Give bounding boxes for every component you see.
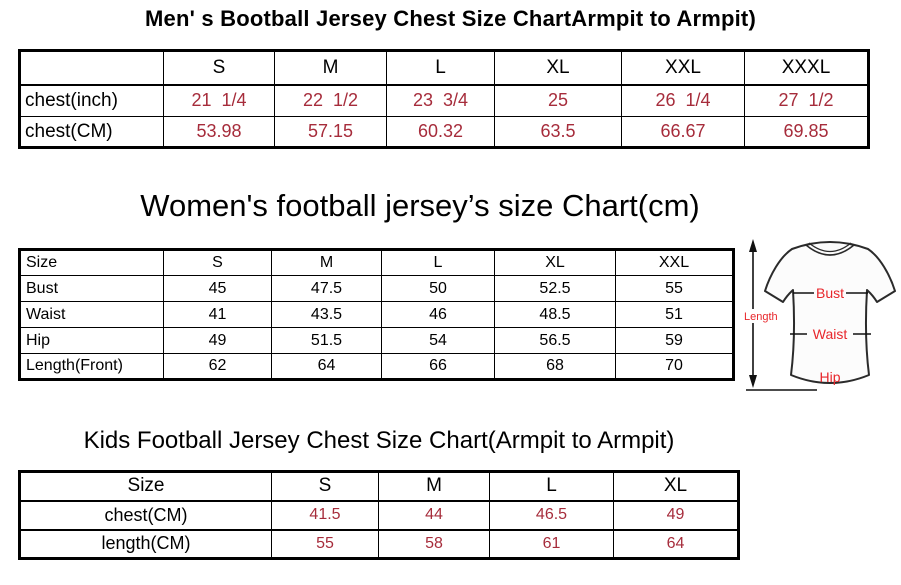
value-cell: 49 — [163, 327, 272, 354]
table-row: Hip 49 51.5 54 56.5 59 — [19, 327, 734, 354]
row-label: Hip — [19, 327, 164, 354]
size-column-header: L — [386, 50, 495, 86]
value-cell: 62 — [163, 353, 272, 380]
size-column-header: M — [271, 249, 382, 276]
value-cell: 54 — [381, 327, 495, 354]
men-chart-title: Men' s Bootball Jersey Chest Size ChartA… — [145, 6, 756, 31]
row-label: chest(CM) — [19, 116, 164, 148]
table-row: chest(inch) 21 1/4 22 1/2 23 3/4 25 26 1/4 27 … — [19, 84, 869, 117]
length-label: Length — [744, 311, 778, 323]
row-label: chest(inch) — [19, 84, 164, 117]
value-cell: 68 — [494, 353, 616, 380]
women-chart-title: Women's football jersey’s size Chart(cm) — [140, 188, 700, 223]
length-label-backplate — [742, 309, 782, 323]
row-label-header — [19, 50, 164, 86]
row-label: length(CM) — [19, 528, 272, 560]
table-row: chest(CM) 53.98 57.15 60.32 63.5 66.67 69.85 — [19, 116, 869, 148]
value-cell: 56.5 — [494, 327, 616, 354]
value-cell: 70 — [615, 353, 734, 380]
size-column-header: XXXL — [744, 50, 869, 86]
size-column-header: L — [489, 470, 614, 502]
value-cell: 64 — [613, 528, 739, 560]
value-cell: 51 — [615, 301, 734, 328]
value-cell: 55 — [271, 528, 379, 560]
size-column-header: M — [274, 50, 387, 86]
row-label-header: Size — [19, 470, 272, 502]
value-cell: 23 3/4 — [386, 84, 495, 117]
value-cell: 61 — [489, 528, 614, 560]
kids-size-table: Size S M L XL chest(CM) 41.5 44 46.5 49 length(CM)… — [18, 470, 740, 560]
size-column-header: S — [271, 470, 379, 502]
row-label-header: Size — [19, 249, 164, 276]
men-size-table: S M L XL XXL XXXL chest(inch) 21 1/4 22 1/2 23 3/… — [18, 49, 870, 149]
table-row: Bust 45 47.5 50 52.5 55 — [19, 275, 734, 302]
tshirt-measurement-diagram: Length Bust Waist Hip — [742, 239, 896, 391]
collar-inner-line — [808, 242, 852, 253]
value-cell: 59 — [615, 327, 734, 354]
row-label: chest(CM) — [19, 499, 272, 531]
size-column-header: S — [163, 249, 272, 276]
length-arrow-head-bottom — [749, 375, 757, 388]
value-cell: 47.5 — [271, 275, 382, 302]
value-cell: 66 — [381, 353, 495, 380]
value-cell: 66.67 — [621, 116, 745, 148]
hip-label: Hip — [819, 369, 840, 385]
table-row: chest(CM) 41.5 44 46.5 49 — [19, 499, 739, 531]
size-column-header: XXL — [615, 249, 734, 276]
value-cell: 63.5 — [494, 116, 622, 148]
value-cell: 69.85 — [744, 116, 869, 148]
value-cell: 43.5 — [271, 301, 382, 328]
value-cell: 51.5 — [271, 327, 382, 354]
value-cell: 50 — [381, 275, 495, 302]
value-cell: 49 — [613, 499, 739, 531]
women-size-table: Size S M L XL XXL Bust 45 47.5 50 52.5 55 Waist 41 43.… — [18, 248, 735, 381]
value-cell: 58 — [378, 528, 490, 560]
header-row: Size S M L XL XXL — [19, 249, 734, 276]
row-label: Bust — [19, 275, 164, 302]
value-cell: 55 — [615, 275, 734, 302]
value-cell: 25 — [494, 84, 622, 117]
value-cell: 26 1/4 — [621, 84, 745, 117]
value-cell: 52.5 — [494, 275, 616, 302]
table-row: Length(Front) 62 64 66 68 70 — [19, 353, 734, 380]
value-cell: 46 — [381, 301, 495, 328]
value-cell: 64 — [271, 353, 382, 380]
value-cell: 22 1/2 — [274, 84, 387, 117]
value-cell: 41.5 — [271, 499, 379, 531]
table-row: length(CM) 55 58 61 64 — [19, 528, 739, 560]
size-column-header: XL — [613, 470, 739, 502]
value-cell: 46.5 — [489, 499, 614, 531]
waist-label: Waist — [813, 326, 848, 342]
kids-chart-title: Kids Football Jersey Chest Size Chart(Ar… — [83, 427, 675, 454]
value-cell: 27 1/2 — [744, 84, 869, 117]
row-label: Length(Front) — [19, 353, 164, 380]
value-cell: 44 — [378, 499, 490, 531]
value-cell: 41 — [163, 301, 272, 328]
length-arrow-head-top — [749, 239, 757, 252]
value-cell: 48.5 — [494, 301, 616, 328]
size-column-header: XXL — [621, 50, 745, 86]
size-column-header: M — [378, 470, 490, 502]
table-row: Waist 41 43.5 46 48.5 51 — [19, 301, 734, 328]
value-cell: 53.98 — [163, 116, 275, 148]
bust-label: Bust — [816, 285, 844, 301]
tshirt-outline-shape — [764, 241, 896, 384]
row-label: Waist — [19, 301, 164, 328]
value-cell: 60.32 — [386, 116, 495, 148]
value-cell: 45 — [163, 275, 272, 302]
header-row: Size S M L XL — [19, 470, 739, 502]
value-cell: 21 1/4 — [163, 84, 275, 117]
collar-outline — [805, 244, 855, 256]
header-row: S M L XL XXL XXXL — [19, 50, 869, 86]
size-column-header: S — [163, 50, 275, 86]
size-column-header: XL — [494, 50, 622, 86]
size-column-header: L — [381, 249, 495, 276]
size-column-header: XL — [494, 249, 616, 276]
value-cell: 57.15 — [274, 116, 387, 148]
